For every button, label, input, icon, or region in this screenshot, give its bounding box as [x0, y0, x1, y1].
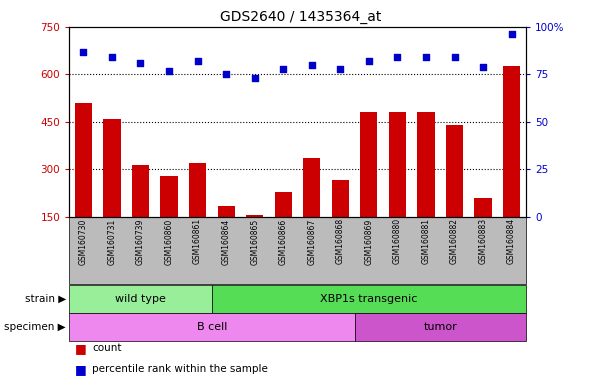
- Text: ■: ■: [75, 363, 87, 376]
- Bar: [503, 66, 520, 217]
- Text: ■: ■: [75, 342, 87, 355]
- Text: strain ▶: strain ▶: [25, 294, 66, 304]
- Bar: [218, 206, 234, 217]
- Bar: [389, 113, 406, 217]
- Text: GSM160861: GSM160861: [193, 218, 202, 265]
- Bar: [475, 198, 492, 217]
- Point: [136, 60, 145, 66]
- Bar: [332, 180, 349, 217]
- Text: GSM160883: GSM160883: [478, 218, 487, 265]
- Point: [450, 54, 459, 60]
- Text: GSM160881: GSM160881: [421, 218, 430, 264]
- Bar: [355, 313, 526, 341]
- Text: GDS2640 / 1435364_at: GDS2640 / 1435364_at: [220, 10, 381, 23]
- Bar: [189, 163, 206, 217]
- Bar: [360, 113, 377, 217]
- Bar: [103, 119, 121, 217]
- Text: percentile rank within the sample: percentile rank within the sample: [92, 364, 268, 374]
- Bar: [275, 192, 292, 217]
- Text: B cell: B cell: [197, 322, 227, 332]
- Point: [164, 68, 174, 74]
- Text: wild type: wild type: [115, 294, 166, 304]
- Point: [278, 66, 288, 72]
- Point: [478, 64, 488, 70]
- Bar: [132, 165, 149, 217]
- Text: GSM160884: GSM160884: [507, 218, 516, 265]
- Text: GSM160864: GSM160864: [222, 218, 231, 265]
- Text: XBP1s transgenic: XBP1s transgenic: [320, 294, 418, 304]
- Bar: [75, 103, 92, 217]
- Bar: [304, 158, 320, 217]
- Text: GSM160865: GSM160865: [250, 218, 259, 265]
- Bar: [160, 176, 178, 217]
- Point: [392, 54, 402, 60]
- Text: GSM160866: GSM160866: [279, 218, 288, 265]
- Text: specimen ▶: specimen ▶: [4, 322, 66, 332]
- Point: [250, 75, 260, 81]
- Text: GSM160739: GSM160739: [136, 218, 145, 265]
- Point: [364, 58, 374, 64]
- Text: GSM160731: GSM160731: [108, 218, 117, 265]
- Bar: [69, 313, 355, 341]
- Text: GSM160869: GSM160869: [364, 218, 373, 265]
- Bar: [246, 215, 263, 217]
- Point: [193, 58, 203, 64]
- Bar: [212, 285, 526, 313]
- Text: count: count: [92, 343, 121, 353]
- Bar: [446, 125, 463, 217]
- Text: GSM160868: GSM160868: [336, 218, 345, 265]
- Point: [307, 62, 317, 68]
- Text: GSM160860: GSM160860: [165, 218, 174, 265]
- Point: [79, 48, 88, 55]
- Point: [107, 54, 117, 60]
- Point: [221, 71, 231, 78]
- Text: GSM160880: GSM160880: [393, 218, 402, 265]
- Text: GSM160882: GSM160882: [450, 218, 459, 264]
- Point: [421, 54, 431, 60]
- Text: GSM160730: GSM160730: [79, 218, 88, 265]
- Point: [335, 66, 345, 72]
- Text: tumor: tumor: [423, 322, 457, 332]
- Text: GSM160867: GSM160867: [307, 218, 316, 265]
- Bar: [417, 113, 435, 217]
- Point: [507, 31, 516, 38]
- Bar: [69, 285, 212, 313]
